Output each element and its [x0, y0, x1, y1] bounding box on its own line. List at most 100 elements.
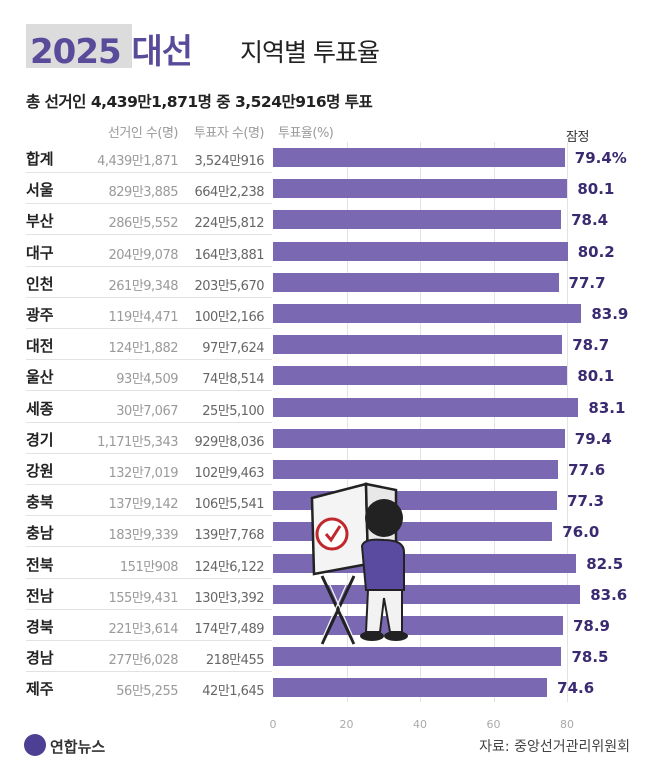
region-label: 인천	[26, 274, 54, 293]
region-label: 강원	[26, 462, 54, 480]
cast-value: 3,524만916	[194, 154, 265, 169]
bar	[273, 179, 568, 199]
region-label: 전남	[26, 586, 54, 605]
bar	[273, 428, 565, 448]
bar	[273, 366, 568, 386]
row-divider	[26, 452, 272, 454]
voters-value: 151만908	[119, 559, 179, 575]
table-row: 강원 132만7,019 102만9,463 77.6	[0, 454, 658, 485]
x-tick-label: 80	[560, 718, 574, 731]
voters-value: 261만9,348	[108, 278, 179, 294]
row-divider	[26, 515, 272, 517]
row-divider	[26, 265, 272, 267]
table-row: 서울 829만3,885 664만2,238 80.1	[0, 173, 658, 205]
region-label: 대전	[26, 337, 54, 356]
table-row: 대전 124만1,882 97만7,624 78.7	[0, 329, 658, 361]
region-label: 부산	[26, 212, 54, 231]
cast-value: 218만455	[205, 653, 265, 669]
row-divider	[26, 546, 272, 548]
region-label: 광주	[26, 306, 54, 324]
row-divider	[26, 328, 272, 329]
rate-label: 83.6	[590, 585, 628, 604]
voters-value: 1,171만5,343	[97, 434, 178, 450]
row-divider	[26, 172, 272, 173]
voters-value: 119만4,471	[108, 310, 179, 325]
voters-value: 30만7,067	[116, 403, 178, 419]
bar	[273, 241, 568, 261]
row-divider	[26, 203, 272, 205]
table-row: 부산 286만5,552 224만5,812 78.4	[0, 204, 658, 236]
table-row: 세종 30만7,067 25만5,100 83.1	[0, 392, 658, 423]
x-tick-label: 0	[269, 718, 277, 731]
voter-person-icon	[360, 499, 408, 641]
rate-label: 82.5	[586, 554, 624, 573]
cast-value: 203만5,670	[194, 278, 265, 294]
voters-value: 56만5,255	[116, 684, 178, 700]
table-row: 전남 155만9,431 130만3,392 83.6	[0, 579, 658, 610]
region-label: 충남	[26, 524, 54, 543]
cast-value: 224만5,812	[194, 216, 265, 232]
cast-value: 164만3,881	[194, 247, 265, 263]
title-sub: 지역별 투표율	[240, 38, 380, 67]
rate-label: 79.4	[574, 429, 612, 448]
bar	[273, 397, 579, 417]
cast-value: 174만7,489	[194, 622, 265, 637]
row-divider	[26, 640, 272, 641]
rate-label: 77.6	[568, 461, 606, 479]
region-label: 경남	[26, 649, 54, 668]
title-highlight-box	[26, 24, 132, 68]
voters-value: 183만9,339	[108, 528, 179, 544]
rate-label: 79.4%	[574, 149, 627, 167]
cast-value: 100만2,166	[194, 310, 265, 325]
bar	[273, 647, 562, 667]
header-rate: 투표율(%)	[278, 126, 334, 141]
region-label: 합계	[26, 150, 54, 168]
logo-text: 연합뉴스	[50, 738, 106, 756]
voters-value: 277만6,028	[108, 653, 179, 669]
rate-label: 77.7	[568, 273, 606, 292]
x-tick-label: 40	[413, 718, 427, 731]
table-row: 광주 119만4,471 100만2,166 83.9	[0, 298, 658, 329]
region-label: 충북	[26, 493, 54, 512]
cast-value: 42만1,645	[202, 684, 264, 700]
rate-label: 74.6	[557, 679, 595, 698]
region-label: 전북	[26, 555, 54, 574]
bar	[273, 460, 559, 479]
rate-label: 78.7	[572, 336, 610, 355]
cast-value: 664만2,238	[194, 185, 265, 201]
cast-value: 106만5,541	[194, 497, 265, 513]
row-divider	[26, 359, 272, 361]
title-main: 2025 대선	[30, 32, 193, 72]
rate-label: 77.3	[567, 492, 605, 511]
table-row: 울산 93만4,509 74만8,514 80.1	[0, 360, 658, 392]
cast-value: 929만8,036	[194, 434, 265, 450]
rate-label: 80.2	[577, 242, 615, 261]
header-cast: 투표자 수(명)	[193, 126, 265, 141]
rate-label: 83.9	[591, 305, 629, 323]
bar	[273, 148, 565, 167]
row-divider	[26, 671, 272, 673]
table-row: 대구 204만9,078 164만3,881 80.2	[0, 236, 658, 267]
grid-line	[420, 142, 421, 702]
region-label: 경기	[26, 430, 54, 449]
table-row: 제주 56만5,255 42만1,645 74.6	[0, 672, 658, 703]
row-divider	[26, 421, 272, 423]
bar	[273, 272, 559, 292]
region-label: 서울	[26, 181, 54, 200]
voters-value: 124만1,882	[108, 341, 179, 357]
rate-label: 80.1	[577, 367, 615, 386]
voters-value: 137만9,142	[108, 497, 179, 513]
voters-value: 221만3,614	[108, 622, 179, 637]
cast-value: 102만9,463	[194, 466, 265, 481]
region-label: 울산	[26, 368, 54, 387]
grid-line	[493, 142, 495, 702]
x-tick-label: 20	[339, 718, 354, 731]
bar	[273, 584, 581, 604]
bar	[273, 335, 563, 355]
source: 자료: 중앙선거관리위원회	[479, 739, 630, 755]
cast-value: 97만7,624	[202, 341, 264, 357]
bar	[273, 210, 562, 230]
bar	[273, 304, 582, 323]
region-label: 세종	[26, 399, 54, 418]
rate-label: 78.9	[572, 617, 610, 635]
